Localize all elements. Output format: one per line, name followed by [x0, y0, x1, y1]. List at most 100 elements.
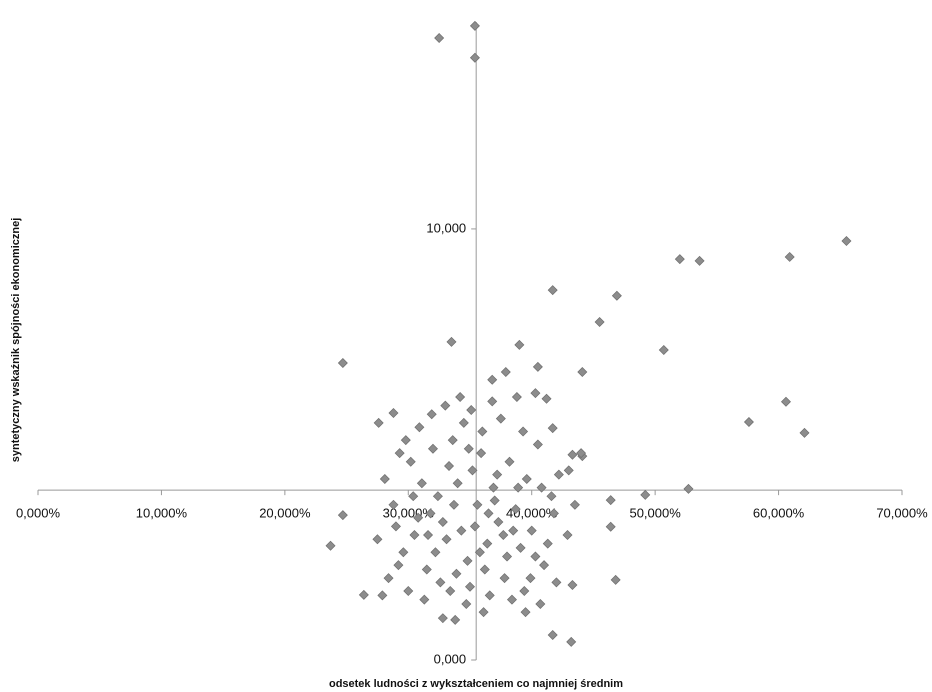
point — [466, 404, 477, 415]
point — [430, 547, 441, 558]
point — [452, 478, 463, 489]
point — [434, 32, 445, 43]
point — [450, 614, 461, 625]
point — [546, 491, 557, 502]
point — [435, 577, 446, 588]
point — [547, 285, 558, 296]
point — [569, 499, 580, 510]
point — [562, 529, 573, 540]
point — [388, 499, 399, 510]
point — [440, 400, 451, 411]
point — [426, 409, 437, 420]
point — [530, 551, 541, 562]
point — [379, 473, 390, 484]
point — [487, 396, 498, 407]
point — [472, 499, 483, 510]
point — [405, 456, 416, 467]
point — [447, 435, 458, 446]
point — [337, 357, 348, 368]
point — [519, 586, 530, 597]
point — [535, 598, 546, 609]
point — [419, 594, 430, 605]
point — [358, 589, 369, 600]
point — [495, 413, 506, 424]
point — [455, 392, 466, 403]
point — [502, 551, 513, 562]
point — [542, 538, 553, 549]
point — [504, 456, 515, 467]
point — [408, 491, 419, 502]
point — [400, 435, 411, 446]
point — [780, 396, 791, 407]
point — [463, 443, 474, 454]
x-tick-label: 20,000% — [259, 506, 311, 521]
point — [409, 529, 420, 540]
point — [563, 465, 574, 476]
point — [532, 439, 543, 450]
point — [493, 517, 504, 528]
point — [437, 517, 448, 528]
point — [514, 339, 525, 350]
x-tick-label: 0,000% — [16, 506, 61, 521]
point — [541, 393, 552, 404]
point — [416, 478, 427, 489]
point — [394, 448, 405, 459]
point — [499, 573, 510, 584]
point — [373, 417, 384, 428]
point — [393, 560, 404, 571]
point — [547, 423, 558, 434]
point — [784, 251, 795, 262]
y-tick-label: 10,000 — [426, 220, 466, 235]
point — [451, 568, 462, 579]
point — [383, 573, 394, 584]
point — [445, 586, 456, 597]
point — [487, 374, 498, 385]
point — [456, 525, 467, 536]
point — [532, 361, 543, 372]
y-tick-label: 0,000 — [434, 651, 467, 666]
point — [413, 512, 424, 523]
point — [427, 443, 438, 454]
point — [658, 345, 669, 356]
point — [743, 417, 754, 428]
point — [841, 235, 852, 246]
point — [610, 574, 621, 585]
point — [640, 489, 651, 500]
point — [337, 510, 348, 521]
point — [398, 547, 409, 558]
point — [799, 427, 810, 438]
point — [605, 495, 616, 506]
point — [423, 529, 434, 540]
point — [510, 504, 521, 515]
point — [566, 636, 577, 647]
point — [513, 482, 524, 493]
point — [414, 422, 425, 433]
x-axis-title: odsetek ludności z wykształceniem co naj… — [329, 678, 623, 690]
x-tick-label: 60,000% — [753, 506, 805, 521]
point — [683, 483, 694, 494]
point — [372, 534, 383, 545]
point — [506, 594, 517, 605]
point — [525, 573, 536, 584]
point — [465, 581, 475, 592]
point — [489, 495, 500, 506]
point — [488, 482, 499, 493]
point — [403, 586, 414, 597]
point — [479, 564, 490, 575]
point — [520, 607, 531, 618]
point — [444, 461, 455, 472]
y-axis-title: syntetyczny wskaźnik spójności ekonomicz… — [10, 218, 22, 463]
point — [694, 255, 705, 266]
point — [576, 448, 587, 459]
point — [492, 469, 503, 480]
point — [553, 469, 564, 480]
point — [432, 491, 443, 502]
point — [477, 426, 488, 437]
point — [511, 392, 522, 403]
point — [567, 449, 578, 460]
point — [567, 579, 578, 590]
point — [441, 534, 452, 545]
point — [594, 317, 605, 328]
point — [577, 367, 588, 378]
